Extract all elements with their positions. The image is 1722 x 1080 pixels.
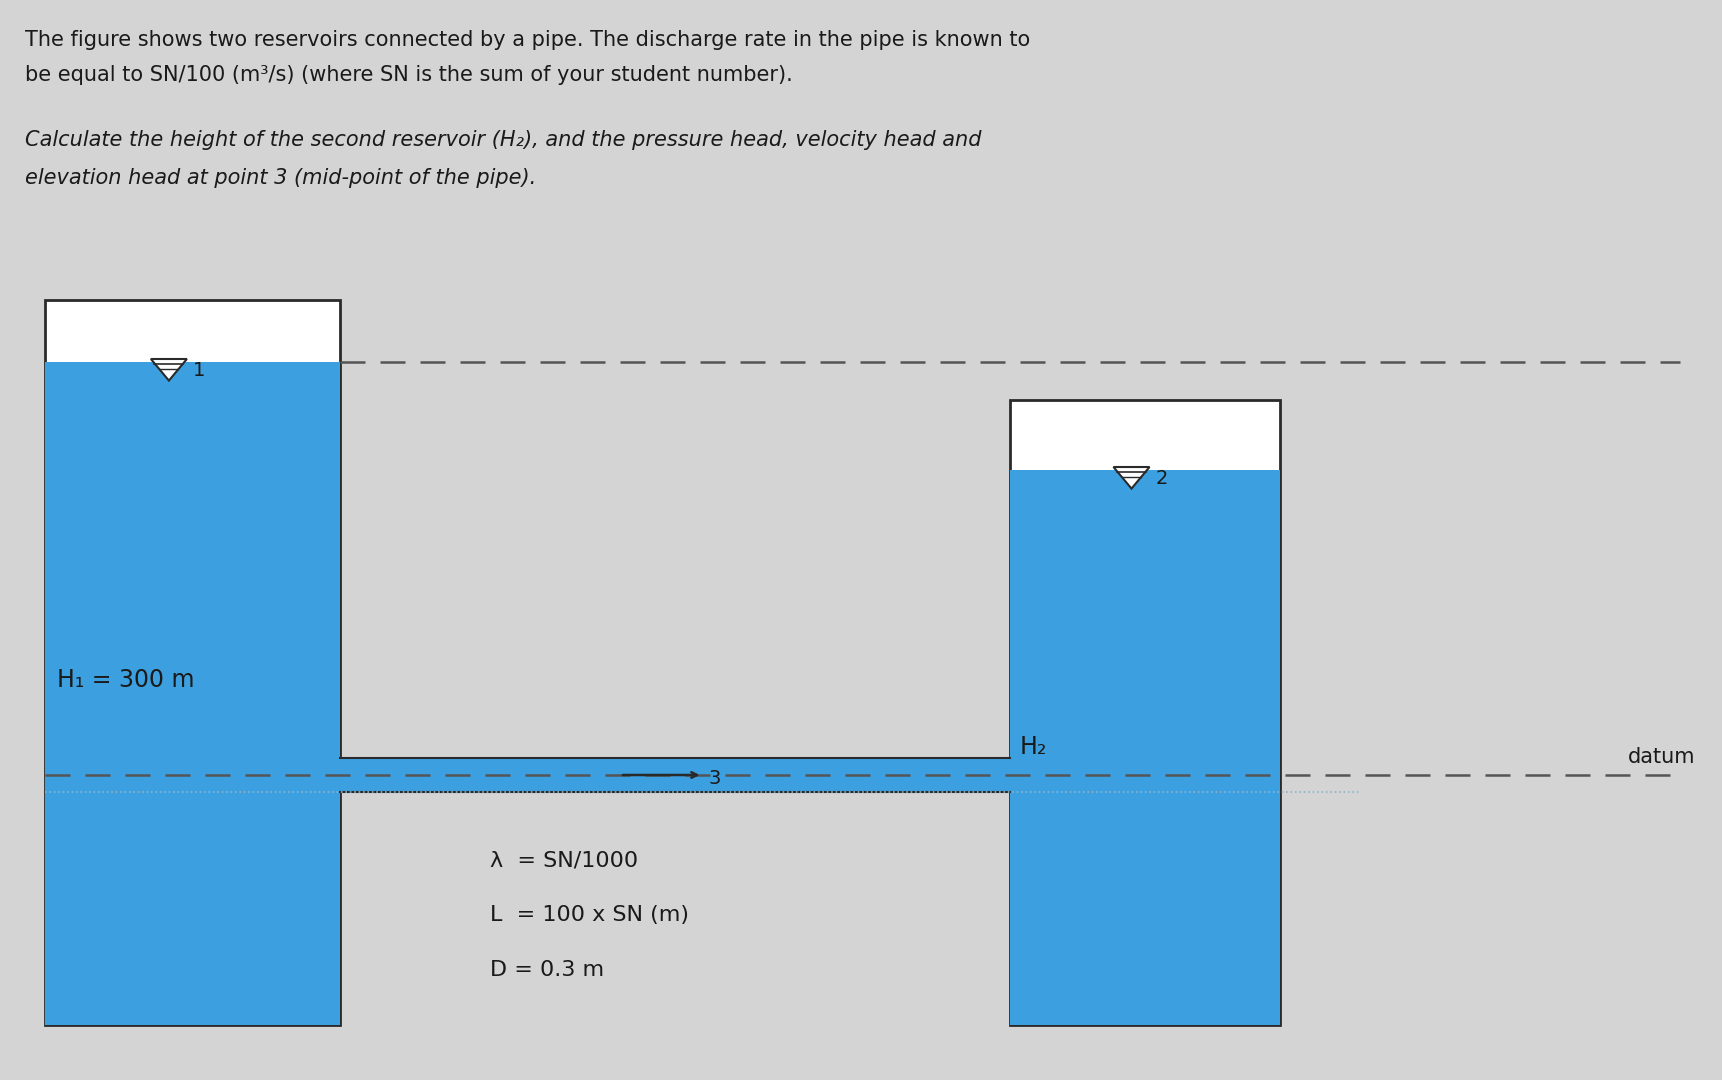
Text: 1: 1	[193, 362, 205, 380]
Text: elevation head at point 3 (mid-point of the pipe).: elevation head at point 3 (mid-point of …	[26, 168, 536, 188]
Text: Calculate the height of the second reservoir (H₂), and the pressure head, veloci: Calculate the height of the second reser…	[26, 130, 982, 150]
Bar	[339, 758, 1011, 792]
Text: λ  = SN/1000: λ = SN/1000	[491, 850, 639, 870]
Text: D = 0.3 m: D = 0.3 m	[491, 960, 604, 980]
Text: 2: 2	[1155, 470, 1168, 488]
Text: L  = 100 x SN (m): L = 100 x SN (m)	[491, 905, 689, 924]
Text: be equal to SN/100 (m³/s) (where SN is the sum of your student number).: be equal to SN/100 (m³/s) (where SN is t…	[26, 65, 792, 85]
Bar	[1011, 470, 1279, 1025]
Bar	[45, 362, 339, 1025]
Text: H₁ = 300 m: H₁ = 300 m	[57, 669, 195, 692]
Text: datum: datum	[1627, 747, 1694, 767]
Text: 3: 3	[708, 769, 720, 788]
Polygon shape	[1114, 467, 1150, 488]
Text: The figure shows two reservoirs connected by a pipe. The discharge rate in the p: The figure shows two reservoirs connecte…	[26, 30, 1030, 50]
Text: H₂: H₂	[1019, 735, 1047, 759]
Polygon shape	[152, 359, 188, 380]
Bar	[45, 300, 339, 1025]
Bar	[1011, 400, 1279, 1025]
